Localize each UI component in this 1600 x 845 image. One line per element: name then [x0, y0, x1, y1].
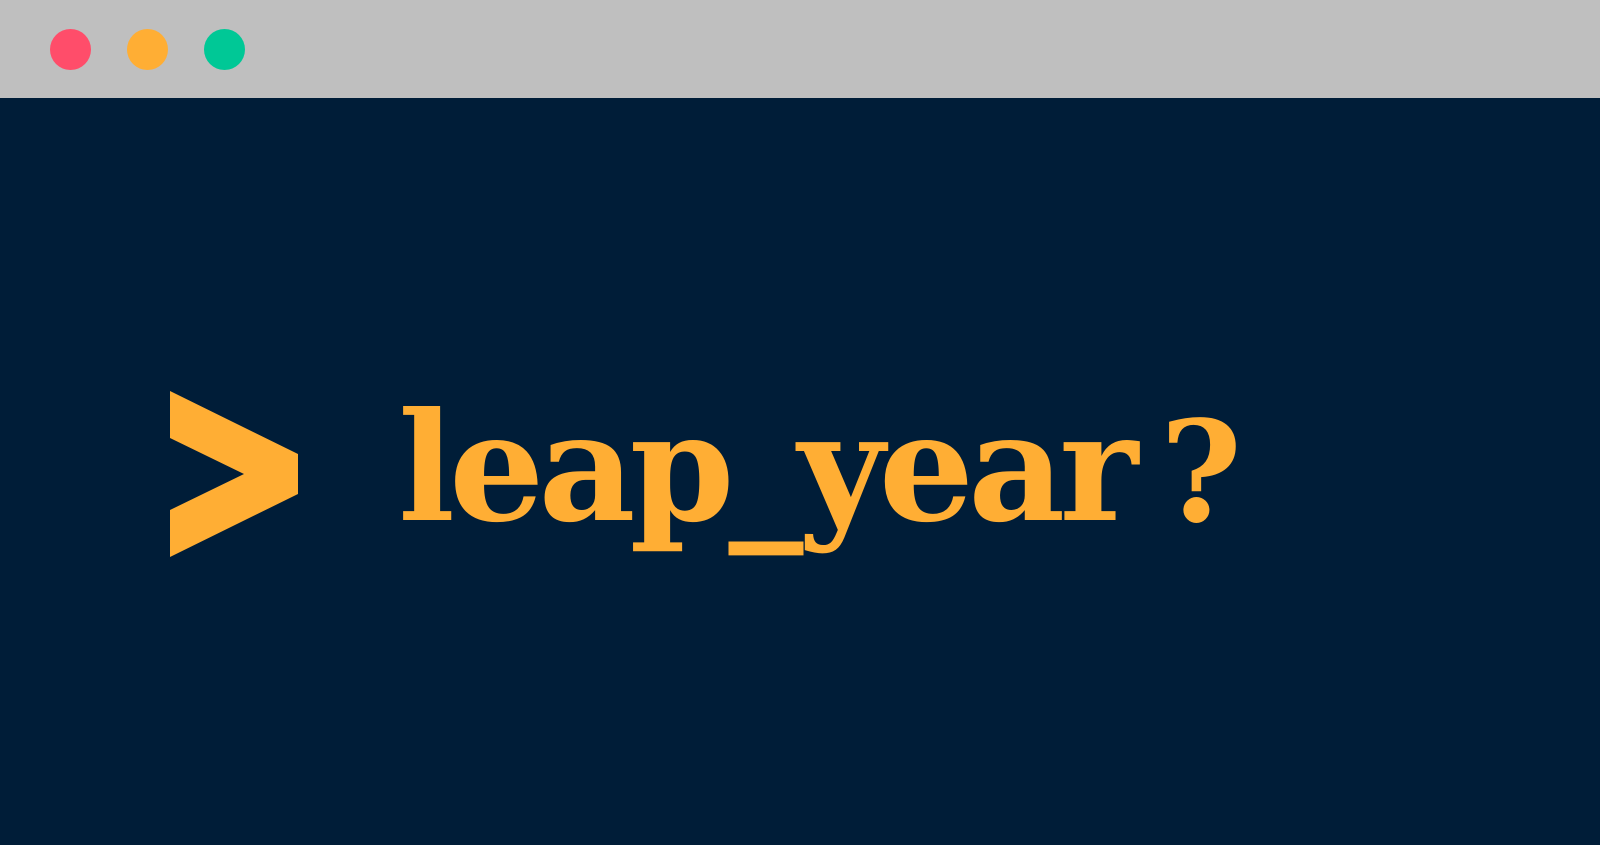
command-text: leap_year: [398, 380, 1138, 556]
chevron-right-icon: [170, 391, 298, 557]
terminal-content: leap_year ?: [0, 98, 1600, 845]
maximize-button[interactable]: [204, 29, 245, 70]
title-bar: [0, 0, 1600, 98]
minimize-button[interactable]: [127, 29, 168, 70]
question-mark-cursor: ?: [1160, 391, 1243, 555]
close-button[interactable]: [50, 29, 91, 70]
